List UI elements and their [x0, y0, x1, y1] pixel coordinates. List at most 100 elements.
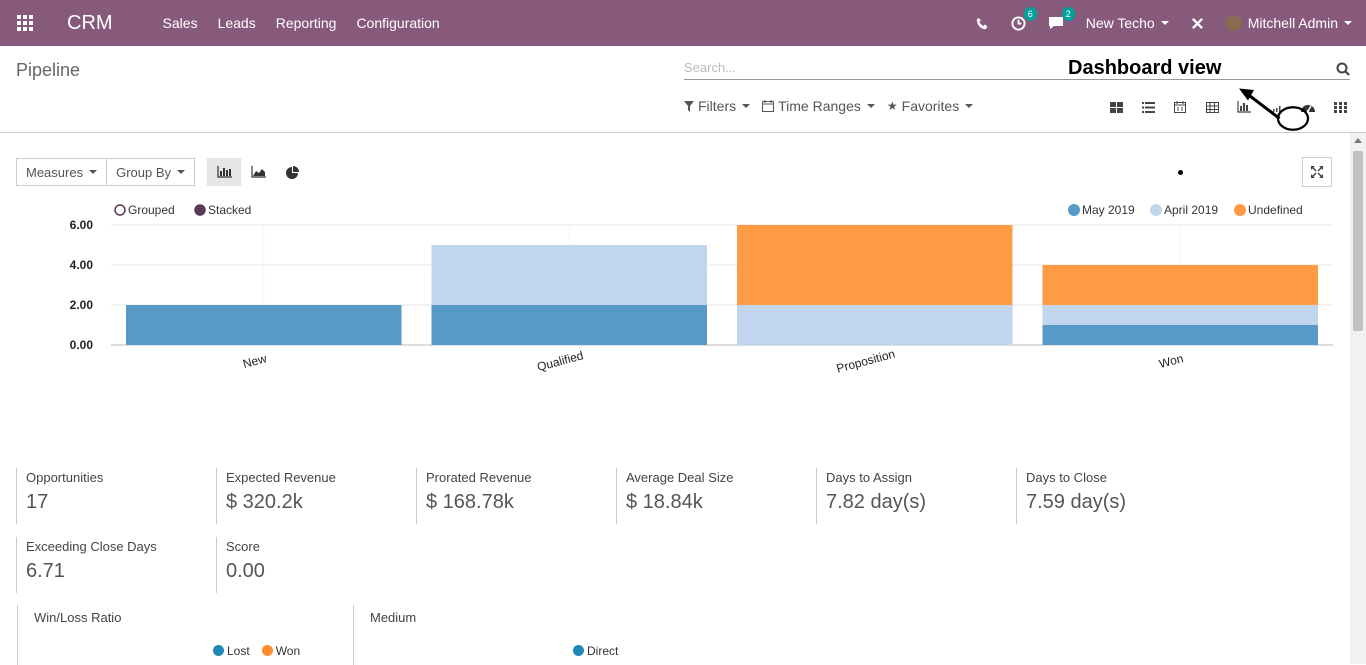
menu-reporting[interactable]: Reporting — [275, 15, 337, 31]
company-name: New Techo — [1085, 15, 1155, 31]
calendar-view-icon[interactable] — [1164, 98, 1196, 116]
kpi-opportunities[interactable]: Opportunities 17 — [16, 468, 206, 524]
panel-title: Medium — [370, 610, 417, 625]
kpi-value: 6.71 — [26, 560, 65, 582]
group-by-button[interactable]: Group By — [107, 158, 195, 186]
app-brand[interactable]: CRM — [67, 11, 113, 34]
legend-item-may-2019[interactable]: May 2019 — [1068, 203, 1135, 217]
legend-swatch — [1150, 204, 1162, 216]
kanban-view-icon[interactable] — [1100, 98, 1132, 116]
legend-item-april-2019[interactable]: April 2019 — [1150, 203, 1218, 217]
kpi-label: Opportunities — [26, 470, 104, 485]
user-menu[interactable]: Mitchell Admin — [1225, 15, 1352, 31]
kpi-average-deal-size[interactable]: Average Deal Size $ 18.84k — [616, 468, 806, 524]
legend-swatch — [213, 645, 224, 656]
control-panel: Pipeline Search... Dashboard view Filter… — [0, 46, 1366, 133]
legend-item-undefined[interactable]: Undefined — [1234, 203, 1303, 217]
list-view-icon[interactable] — [1132, 98, 1164, 116]
annotation-arrow-icon — [1239, 88, 1310, 131]
scrollbar-thumb[interactable] — [1353, 151, 1363, 331]
phone-icon[interactable] — [976, 17, 989, 30]
group-by-label: Group By — [116, 164, 171, 180]
bar-won-may-2019[interactable] — [1042, 325, 1319, 345]
graph-view-icon[interactable] — [1228, 98, 1260, 116]
bar-chart-icon[interactable] — [207, 158, 241, 186]
bar-new-may-2019[interactable] — [126, 305, 402, 345]
panel-title: Win/Loss Ratio — [34, 610, 122, 625]
mode-stacked[interactable]: Stacked — [194, 203, 251, 217]
menu-leads[interactable]: Leads — [217, 15, 256, 31]
page-title[interactable]: Pipeline — [16, 60, 81, 80]
kpi-expected-revenue[interactable]: Expected Revenue $ 320.2k — [216, 468, 406, 524]
chevron-down-icon — [866, 104, 875, 108]
line-chart-icon[interactable] — [241, 158, 275, 186]
x-tick-label: New — [241, 351, 268, 371]
debug-tools-icon[interactable] — [1191, 17, 1204, 30]
menu-sales[interactable]: Sales — [162, 15, 198, 31]
mode-label: Stacked — [208, 203, 251, 217]
legend-label: May 2019 — [1082, 203, 1135, 217]
kpi-days-to-close[interactable]: Days to Close 7.59 day(s) — [1016, 468, 1206, 524]
search-input[interactable]: Search... — [684, 58, 1350, 80]
kpi-label: Exceeding Close Days — [26, 539, 157, 554]
messages-icon[interactable]: 2 — [1048, 7, 1075, 30]
search-icon[interactable] — [1336, 62, 1350, 76]
kpi-prorated-revenue[interactable]: Prorated Revenue $ 168.78k — [416, 468, 606, 524]
apps-menu-icon[interactable] — [0, 0, 50, 46]
time-ranges-label: Time Ranges — [778, 98, 861, 114]
legend-item-won[interactable]: Won — [261, 644, 300, 658]
legend-label: Undefined — [1248, 203, 1303, 217]
chevron-down-icon — [742, 104, 751, 108]
kpi-label: Days to Assign — [826, 470, 912, 485]
legend-label: Lost — [227, 644, 250, 658]
graph-toolbar: Measures Group By — [16, 158, 309, 186]
time-ranges-dropdown[interactable]: Time Ranges — [762, 98, 875, 114]
kpi-value: 17 — [26, 491, 49, 513]
x-tick-label: Qualified — [536, 348, 585, 374]
chevron-down-icon — [177, 170, 185, 174]
filters-dropdown[interactable]: Filters — [684, 98, 751, 114]
favorites-dropdown[interactable]: ★ Favorites — [887, 98, 974, 114]
activity-view-icon[interactable] — [1324, 98, 1356, 116]
kpi-value: $ 18.84k — [626, 491, 703, 513]
legend-swatch — [1234, 204, 1246, 216]
activity-badge: 6 — [1023, 6, 1037, 21]
bar-qualified-may-2019[interactable] — [431, 305, 708, 345]
bar-won-undefined[interactable] — [1042, 265, 1319, 305]
kpi-exceeding-close-days[interactable]: Exceeding Close Days 6.71 — [16, 537, 206, 593]
mode-grouped[interactable]: Grouped — [114, 203, 175, 217]
legend-swatch — [261, 645, 273, 656]
expand-icon[interactable] — [1302, 157, 1332, 187]
kpi-value: 7.82 day(s) — [826, 491, 927, 513]
cursor-dot — [1178, 170, 1183, 175]
scroll-up-icon[interactable] — [1354, 138, 1362, 143]
pivot-view-icon[interactable] — [1196, 98, 1228, 116]
bar-qualified-april-2019[interactable] — [431, 245, 708, 305]
measures-button[interactable]: Measures — [16, 158, 108, 186]
kpi-score[interactable]: Score 0.00 — [216, 537, 406, 593]
bar-won-april-2019[interactable] — [1042, 305, 1319, 325]
user-name: Mitchell Admin — [1247, 15, 1338, 31]
kpi-value: 7.59 day(s) — [1026, 491, 1127, 513]
legend-item-lost[interactable]: Lost — [213, 644, 250, 658]
page-scrollbar[interactable] — [1350, 133, 1366, 664]
legend-swatch — [573, 645, 584, 656]
pie-chart-icon[interactable] — [275, 158, 309, 186]
company-switcher[interactable]: New Techo — [1086, 15, 1169, 31]
avatar — [1225, 15, 1242, 31]
kpi-days-to-assign[interactable]: Days to Assign 7.82 day(s) — [816, 468, 1006, 524]
search-options: Filters Time Ranges ★ Favorites — [684, 98, 985, 114]
calendar-icon — [762, 100, 775, 112]
bar-proposition-april-2019[interactable] — [737, 305, 1013, 345]
legend-item-direct[interactable]: Direct — [573, 644, 618, 658]
bar-proposition-undefined[interactable] — [737, 225, 1013, 305]
kpi-label: Days to Close — [1026, 470, 1107, 485]
y-tick-label: 2.00 — [70, 298, 94, 312]
legend-label: April 2019 — [1164, 203, 1218, 217]
mode-swatch — [114, 204, 126, 216]
annotation-label: Dashboard view — [1068, 57, 1222, 79]
activity-icon[interactable]: 6 — [1011, 6, 1037, 31]
menu-configuration[interactable]: Configuration — [356, 15, 440, 31]
chevron-down-icon — [89, 170, 98, 174]
kpi-label: Average Deal Size — [626, 470, 734, 485]
